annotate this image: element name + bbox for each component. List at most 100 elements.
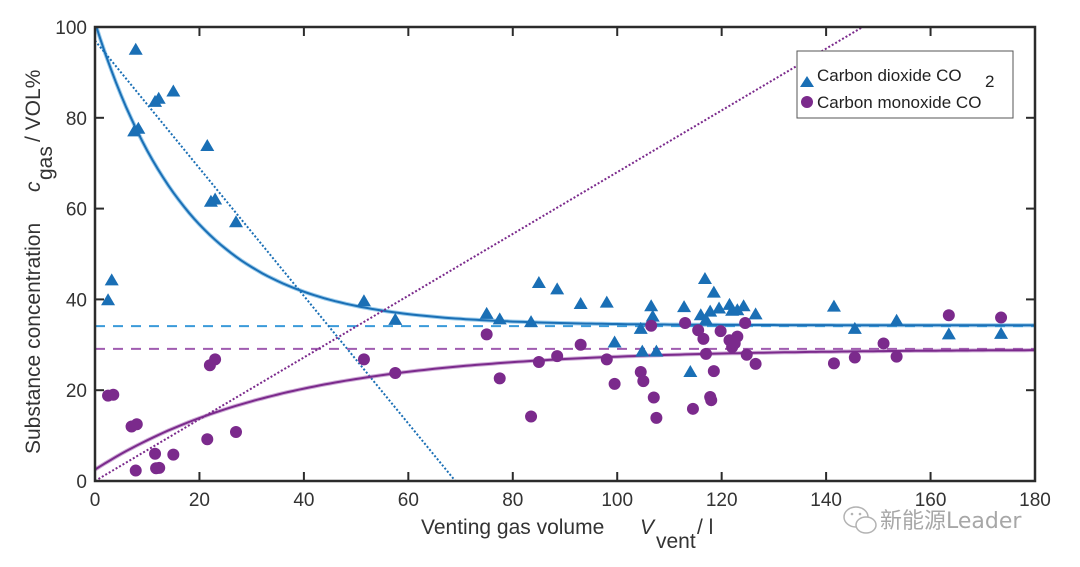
co-point	[209, 353, 222, 366]
co-point	[551, 350, 564, 363]
co-point	[608, 377, 621, 390]
co-point	[679, 317, 692, 330]
x-axis-subscript: vent	[656, 530, 696, 553]
data-points	[101, 42, 1009, 477]
co2-point	[644, 299, 659, 312]
co-point	[600, 353, 613, 366]
co2-point	[104, 273, 119, 286]
co-point	[731, 330, 744, 343]
y-tick-label: 20	[66, 381, 87, 402]
co2-point	[699, 312, 713, 325]
co-point	[149, 447, 162, 460]
co-point	[714, 325, 727, 338]
co2-point	[479, 306, 494, 319]
legend: Carbon dioxide CO 2 Carbon monoxide CO	[796, 50, 1014, 119]
co-point	[201, 433, 214, 446]
co2-point	[531, 276, 546, 289]
axis-ticks: 0 20 40 60 80 100 120 140 160 180 0 20 40 60 80 100	[55, 18, 1051, 511]
co2-point	[683, 365, 698, 378]
co2-point	[151, 91, 166, 104]
co2-point	[492, 312, 507, 325]
co-point	[692, 324, 705, 337]
co-point	[637, 375, 650, 388]
legend-marker-co2	[800, 76, 814, 87]
co-point	[389, 366, 402, 379]
legend-label-co2: Carbon dioxide CO	[817, 66, 962, 85]
co-point	[230, 425, 242, 438]
co2-point	[200, 138, 215, 151]
y-tick-label: 60	[66, 200, 87, 221]
co2-point	[697, 271, 712, 284]
co-point	[995, 311, 1008, 324]
legend-marker-co	[801, 96, 813, 108]
x-tick-label: 160	[915, 490, 947, 511]
co-point	[707, 365, 720, 378]
co-point	[942, 309, 955, 322]
y-tick-label: 80	[66, 109, 87, 130]
co-point	[647, 391, 660, 404]
co-point	[574, 338, 587, 351]
co2-point	[649, 344, 664, 357]
co-point	[525, 410, 538, 423]
y-tick-label: 0	[76, 472, 87, 493]
y-axis-unit: / VOL%	[22, 70, 45, 142]
co-point	[650, 411, 663, 424]
co2-point	[889, 313, 904, 326]
x-tick-label: 120	[706, 490, 738, 511]
co-point	[740, 348, 753, 361]
co-point	[686, 402, 699, 415]
co2-point	[550, 282, 565, 295]
x-tick-label: 40	[293, 490, 314, 511]
fit-curve	[95, 349, 1035, 471]
co2-point	[356, 294, 371, 307]
x-axis-unit: / l	[697, 516, 713, 539]
co2-point	[128, 42, 143, 55]
co-point	[357, 353, 370, 366]
co2-point	[101, 293, 116, 306]
co2-point	[607, 335, 622, 348]
co-point	[167, 448, 180, 461]
co2-point	[208, 192, 223, 205]
co-point	[153, 461, 166, 474]
x-tick-label: 60	[398, 490, 419, 511]
legend-label-co2-subscript: 2	[985, 72, 994, 91]
co-point	[697, 332, 710, 345]
co2-point	[573, 296, 588, 309]
x-tick-label: 80	[502, 490, 523, 511]
co-point	[107, 388, 120, 401]
co2-point	[712, 301, 727, 314]
co-point	[848, 351, 861, 364]
y-axis-label: Substance concentration	[22, 223, 45, 454]
co2-point	[645, 309, 660, 322]
co-point	[129, 464, 142, 477]
x-axis-label: Venting gas volume	[421, 516, 604, 539]
co-point	[130, 418, 143, 431]
co2-point	[941, 327, 956, 340]
co-point	[890, 350, 903, 363]
co2-point	[229, 215, 243, 228]
x-axis-symbol: V	[640, 516, 656, 539]
y-tick-label: 100	[55, 18, 87, 39]
fit-curve	[95, 27, 1035, 327]
co-point	[877, 337, 890, 350]
x-tick-label: 180	[1019, 490, 1051, 511]
plot-frame	[93, 25, 1037, 483]
co-point	[749, 357, 762, 370]
fit-curve-glow	[95, 348, 1035, 472]
co2-point	[706, 285, 721, 298]
watermark: 新能源Leader	[843, 506, 1022, 534]
legend-box	[796, 50, 1014, 119]
co2-point	[633, 321, 648, 334]
y-tick-label: 40	[66, 290, 87, 311]
legend-label-co: Carbon monoxide CO	[817, 93, 981, 112]
co-point	[827, 357, 840, 370]
y-axis-subscript: gas	[34, 146, 57, 180]
co2-point	[736, 299, 751, 312]
co2-point	[524, 315, 539, 328]
co2-point	[826, 299, 841, 312]
co-point	[705, 394, 718, 407]
co2-point	[131, 121, 146, 134]
co-point	[634, 366, 647, 379]
co2-point	[994, 326, 1009, 339]
